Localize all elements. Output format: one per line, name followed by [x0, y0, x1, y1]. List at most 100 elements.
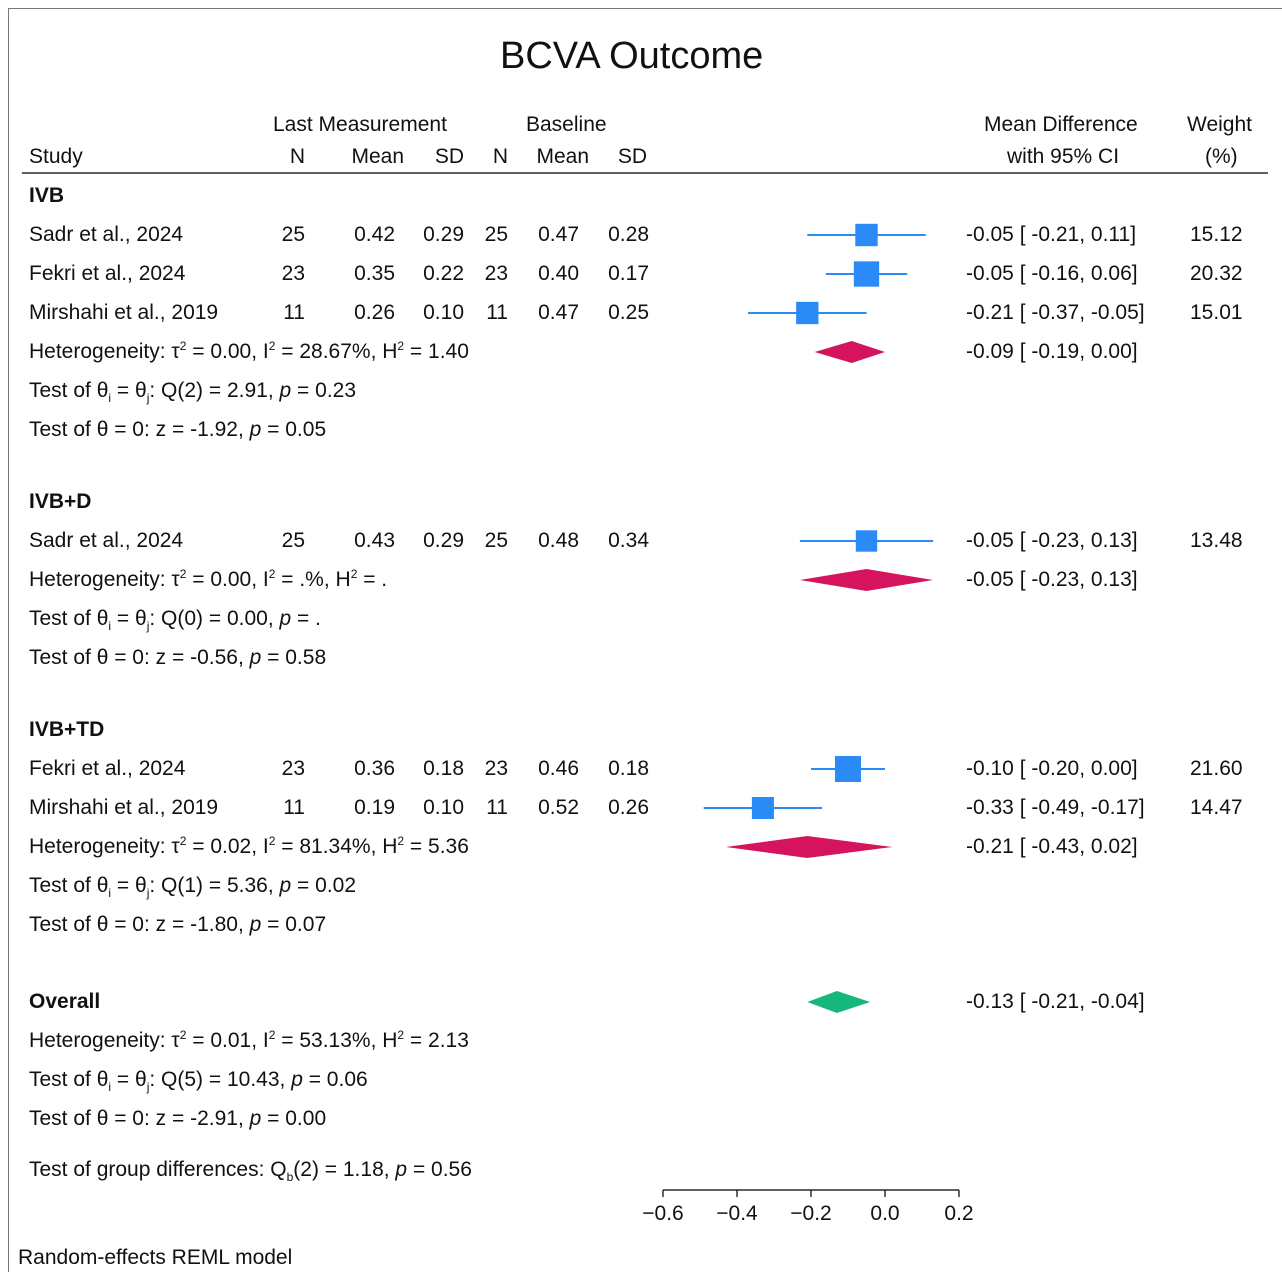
- group-2-z-test: Test of θ = 0: z = -1.80, p = 0.07: [29, 913, 327, 936]
- header-sd1: SD: [434, 145, 464, 168]
- group-2-study-1-weight: 14.47: [1190, 796, 1243, 819]
- x-tick-label-0: −0.6: [642, 1202, 683, 1225]
- group-1-heterogeneity: Heterogeneity: τ2 = 0.00, I2 = .%, H2 = …: [29, 567, 388, 591]
- group-2-study-0-weight: 21.60: [1190, 757, 1243, 780]
- group-2-study-1-mean2: 0.52: [538, 796, 579, 819]
- group-1-study-0-sd2: 0.34: [608, 529, 649, 552]
- group-0-study-0-mean1: 0.42: [354, 223, 395, 246]
- chart-title: BCVA Outcome: [500, 35, 764, 77]
- group-0-study-2-mean2: 0.47: [538, 301, 579, 324]
- group-difference-test: Test of group differences: Qb(2) = 1.18,…: [29, 1158, 472, 1185]
- group-2-q-test: Test of θi = θj: Q(1) = 5.36, p = 0.02: [29, 874, 357, 901]
- group-0-study-1-mean2: 0.40: [538, 262, 579, 285]
- group-1-study-0-mean1: 0.43: [354, 529, 395, 552]
- group-2-study-0-ci: -0.10 [ -0.20, 0.00]: [966, 757, 1138, 780]
- header-study: Study: [29, 145, 83, 168]
- group-1-study-0-marker: [855, 530, 878, 552]
- group-2-study-1-ci: -0.33 [ -0.49, -0.17]: [966, 796, 1145, 819]
- group-0-label: IVB: [29, 184, 65, 207]
- figure-frame: [8, 8, 1282, 1272]
- group-2-label: IVB+TD: [29, 718, 105, 741]
- overall-diamond: [807, 991, 871, 1013]
- group-2-study-0-mean2: 0.46: [538, 757, 579, 780]
- group-0-study-2-sd1: 0.10: [423, 301, 464, 324]
- group-2-study-0-mean1: 0.36: [354, 757, 395, 780]
- group-0-study-2-name: Mirshahi et al., 2019: [29, 301, 219, 324]
- group-0-study-1-sd2: 0.17: [608, 262, 649, 285]
- group-0-study-0-n2: 25: [484, 223, 508, 246]
- group-2-study-0-sd1: 0.18: [423, 757, 464, 780]
- header-baseline: Baseline: [526, 113, 607, 136]
- group-2-study-1-n1: 11: [283, 796, 305, 819]
- group-1-study-0-weight: 13.48: [1190, 529, 1243, 552]
- header-sd2: SD: [617, 145, 647, 168]
- group-2-study-0-n2: 23: [484, 757, 508, 780]
- footnote: Random-effects REML model: [18, 1246, 293, 1269]
- group-0-study-0-ci: -0.05 [ -0.21, 0.11]: [966, 223, 1137, 246]
- group-1-study-0-mean2: 0.48: [538, 529, 579, 552]
- group-1-pooled-diamond: [799, 569, 934, 591]
- group-0-study-1-n1: 23: [281, 262, 305, 285]
- group-2-study-0-n1: 23: [281, 757, 305, 780]
- group-1-study-0-n2: 25: [484, 529, 508, 552]
- group-2-study-1-name: Mirshahi et al., 2019: [29, 796, 219, 819]
- header-mean2: Mean: [536, 145, 589, 168]
- overall-label: Overall: [29, 990, 101, 1013]
- group-1-label: IVB+D: [29, 490, 92, 513]
- group-0-study-0-marker: [855, 223, 878, 247]
- group-0-study-1-name: Fekri et al., 2024: [29, 262, 186, 285]
- group-0-study-2-sd2: 0.25: [608, 301, 649, 324]
- group-0-study-0-sd2: 0.28: [608, 223, 649, 246]
- group-0-study-1-n2: 23: [484, 262, 508, 285]
- x-tick-label-3: 0.0: [870, 1202, 899, 1225]
- x-tick-label-2: −0.2: [790, 1202, 831, 1225]
- group-0-pooled-diamond: [814, 341, 885, 363]
- overall-z-test: Test of θ = 0: z = -2.91, p = 0.00: [29, 1107, 327, 1130]
- group-2-study-1-sd2: 0.26: [608, 796, 649, 819]
- group-0-study-2-marker: [796, 301, 819, 325]
- group-1-study-0-name: Sadr et al., 2024: [29, 529, 184, 552]
- group-2-study-0-name: Fekri et al., 2024: [29, 757, 186, 780]
- group-0-q-test: Test of θi = θj: Q(2) = 2.91, p = 0.23: [29, 379, 357, 406]
- header-effect-line2: with 95% CI: [1007, 145, 1120, 168]
- group-0-study-0-sd1: 0.29: [423, 223, 464, 246]
- group-0-study-1-sd1: 0.22: [423, 262, 464, 285]
- group-1-z-test: Test of θ = 0: z = -0.56, p = 0.58: [29, 646, 327, 669]
- group-1-pooled-ci: -0.05 [ -0.23, 0.13]: [966, 568, 1138, 591]
- header-weight-line1: Weight: [1187, 113, 1252, 136]
- group-0-study-2-n2: 11: [486, 301, 508, 324]
- group-0-study-2-n1: 11: [283, 301, 305, 324]
- group-2-heterogeneity: Heterogeneity: τ2 = 0.02, I2 = 81.34%, H…: [29, 834, 469, 858]
- group-0-study-0-mean2: 0.47: [538, 223, 579, 246]
- header-mean1: Mean: [351, 145, 404, 168]
- group-0-study-1-ci: -0.05 [ -0.16, 0.06]: [966, 262, 1138, 285]
- group-0-study-0-weight: 15.12: [1190, 223, 1243, 246]
- group-2-study-1-marker: [751, 796, 774, 820]
- group-2-study-0-sd2: 0.18: [608, 757, 649, 780]
- group-0-pooled-ci: -0.09 [ -0.19, 0.00]: [966, 340, 1138, 363]
- group-1-study-0-sd1: 0.29: [423, 529, 464, 552]
- overall-ci: -0.13 [ -0.21, -0.04]: [966, 990, 1145, 1013]
- group-0-heterogeneity: Heterogeneity: τ2 = 0.00, I2 = 28.67%, H…: [29, 339, 469, 363]
- group-2-study-0-marker: [835, 756, 861, 782]
- group-1-q-test: Test of θi = θj: Q(0) = 0.00, p = .: [29, 607, 321, 634]
- group-1-study-0-ci: -0.05 [ -0.23, 0.13]: [966, 529, 1138, 552]
- group-2-study-1-n2: 11: [486, 796, 508, 819]
- header-n2: N: [492, 145, 508, 168]
- group-0-study-2-mean1: 0.26: [354, 301, 395, 324]
- group-2-pooled-diamond: [725, 836, 893, 858]
- group-1-study-0-n1: 25: [281, 529, 305, 552]
- group-2-study-1-mean1: 0.19: [354, 796, 395, 819]
- group-0-study-2-ci: -0.21 [ -0.37, -0.05]: [966, 301, 1145, 324]
- x-tick-label-4: 0.2: [944, 1202, 973, 1225]
- group-0-study-0-n1: 25: [281, 223, 305, 246]
- group-2-study-1-sd1: 0.10: [423, 796, 464, 819]
- group-0-z-test: Test of θ = 0: z = -1.92, p = 0.05: [29, 418, 327, 441]
- group-0-study-2-weight: 15.01: [1190, 301, 1243, 324]
- header-weight-line2: (%): [1205, 145, 1238, 168]
- group-0-study-1-mean1: 0.35: [354, 262, 395, 285]
- group-0-study-1-weight: 20.32: [1190, 262, 1243, 285]
- header-last-measurement: Last Measurement: [273, 113, 447, 136]
- header-n1: N: [289, 145, 305, 168]
